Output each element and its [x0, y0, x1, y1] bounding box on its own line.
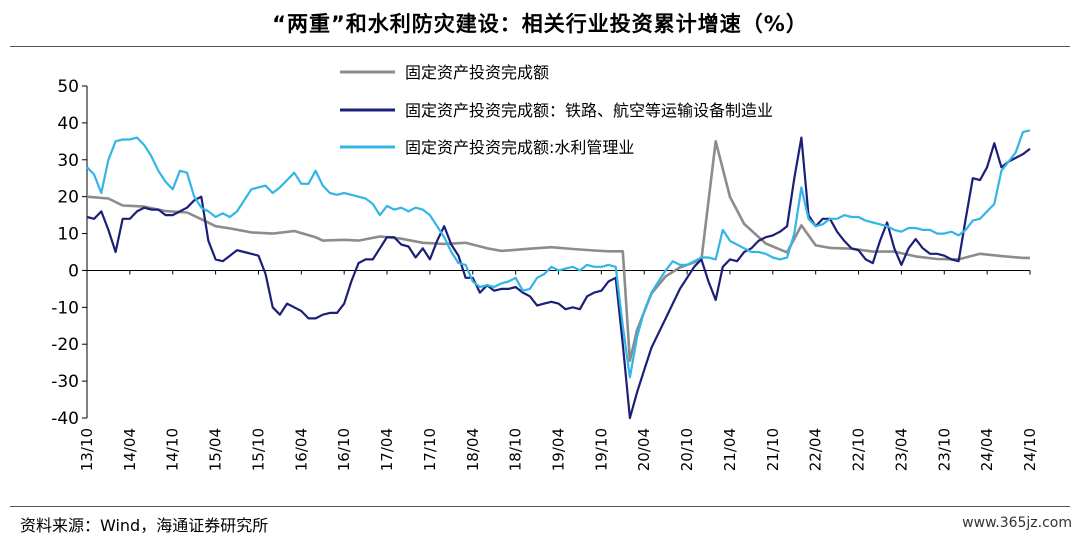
x-tick-label: 21/04	[721, 428, 739, 471]
x-tick-label: 17/10	[421, 428, 439, 471]
top-rule	[10, 46, 1070, 47]
y-tick-label: -10	[51, 298, 79, 318]
legend-label-1: 固定资产投资完成额	[405, 63, 549, 82]
x-tick-label: 24/10	[1021, 428, 1039, 471]
x-tick-label: 19/10	[592, 428, 610, 471]
series-line-1	[86, 140, 1030, 363]
x-tick-label: 22/10	[850, 428, 868, 471]
source-note: 资料来源：Wind，海通证券研究所	[20, 516, 269, 535]
x-tick-label: 15/04	[207, 428, 225, 471]
y-tick-label: -30	[51, 372, 79, 392]
x-tick-label: 20/10	[678, 428, 696, 471]
x-tick-label: 23/10	[935, 428, 953, 471]
x-tick-label: 20/04	[635, 428, 653, 471]
bottom-rule	[10, 506, 1070, 507]
chart-title: “两重”和水利防灾建设：相关行业投资累计增速（%）	[272, 12, 808, 36]
x-tick-label: 23/04	[892, 428, 910, 471]
x-tick-label: 24/04	[978, 428, 996, 471]
x-axis: 13/10 14/04 14/10 15/04 15/10 16/04 16/10 17/04…	[78, 269, 1039, 471]
y-tick-label: 40	[57, 114, 79, 134]
y-tick-label: 0	[68, 261, 79, 281]
x-tick-label: 15/10	[249, 428, 267, 471]
y-tick-label: 20	[57, 188, 79, 208]
y-tick-label: 10	[57, 225, 79, 245]
x-tick-label: 21/10	[764, 428, 782, 471]
series-line-2	[86, 136, 1031, 420]
x-tick-label: 22/04	[807, 428, 825, 471]
x-tick-label: 14/04	[121, 428, 139, 471]
y-tick-label: -40	[51, 409, 79, 429]
x-tick-label: 16/04	[292, 428, 310, 471]
x-tick-label: 14/10	[164, 428, 182, 471]
x-tick-label: 13/10	[78, 428, 96, 471]
y-tick-label: -20	[51, 335, 79, 355]
x-tick-label: 17/04	[378, 428, 396, 471]
legend-label-2: 固定资产投资完成额：铁路、航空等运输设备制造业	[405, 101, 773, 120]
x-tick-label: 16/10	[335, 428, 353, 471]
series-group	[86, 129, 1031, 420]
series-line-3	[86, 129, 1031, 379]
y-axis: 50 40 30 20 10 0 -10 -20 -30 -40	[51, 77, 88, 429]
y-tick-label: 50	[57, 77, 79, 97]
x-tick-label: 18/10	[507, 428, 525, 471]
legend: 固定资产投资完成额固定资产投资完成额：铁路、航空等运输设备制造业固定资产投资完成…	[340, 63, 773, 157]
x-tick-label: 19/04	[550, 428, 568, 471]
y-tick-label: 30	[57, 151, 79, 171]
x-tick-label: 18/04	[464, 428, 482, 471]
legend-label-3: 固定资产投资完成额:水利管理业	[405, 138, 634, 157]
watermark: www.365jz.com	[962, 515, 1072, 531]
